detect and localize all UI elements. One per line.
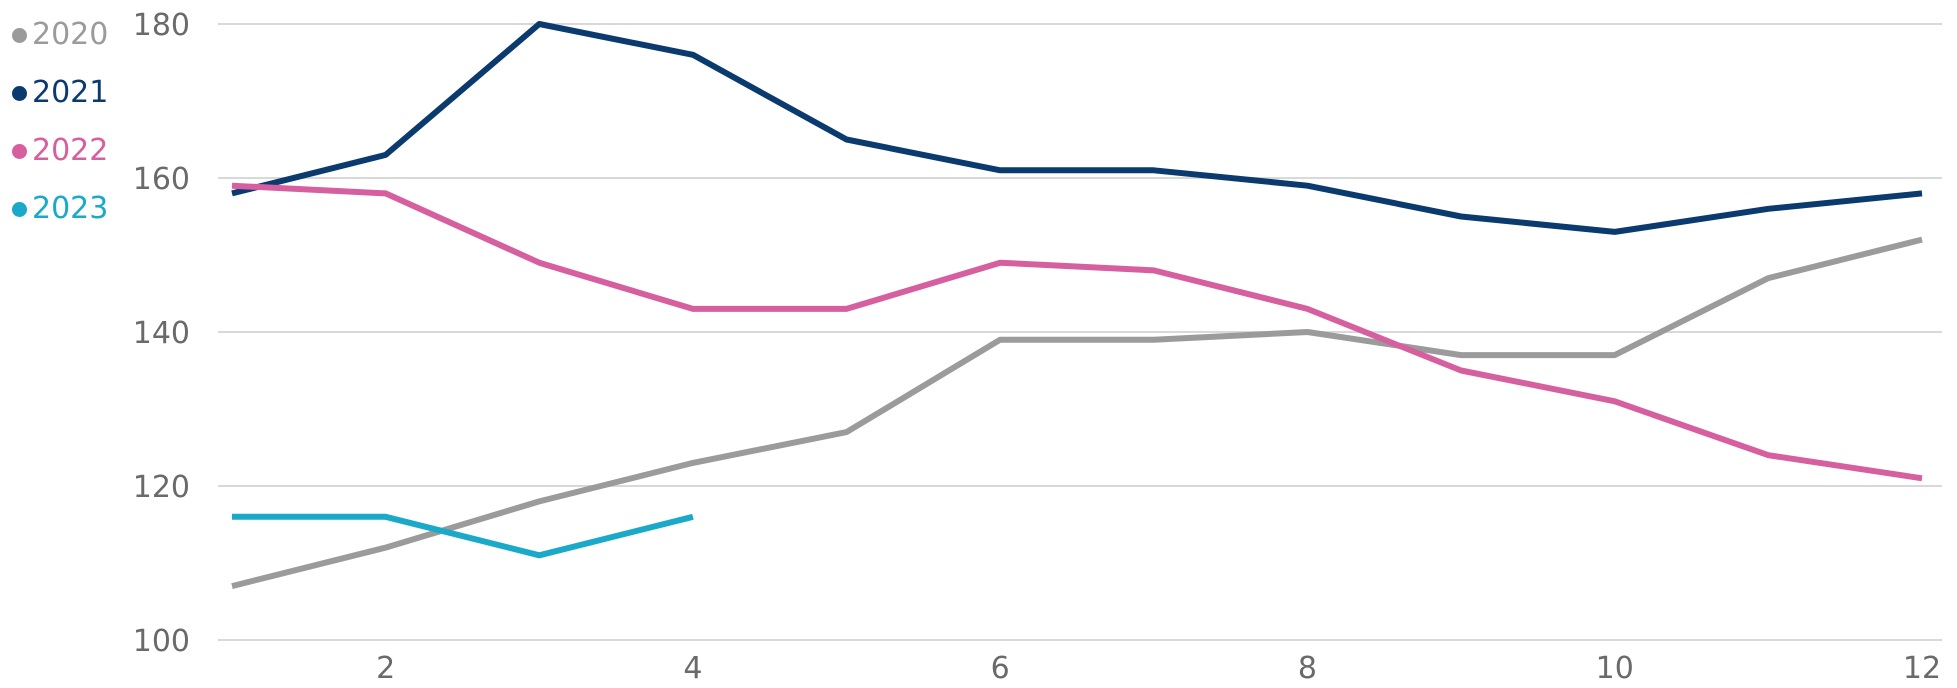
x-tick-label: 2 [376, 651, 395, 686]
legend-item-2021: 2021 [12, 64, 108, 122]
gridlines [218, 23, 1942, 641]
legend-label: 2022 [32, 133, 109, 168]
y-tick-label: 120 [133, 470, 190, 505]
y-axis: 100 120 140 160 180 [133, 8, 190, 659]
x-tick-label: 8 [1298, 651, 1317, 686]
legend-label: 2021 [32, 75, 109, 110]
y-tick-label: 100 [133, 624, 190, 659]
series-line-2023 [232, 513, 694, 559]
legend-marker [12, 85, 27, 101]
y-tick-label: 160 [133, 162, 190, 197]
x-axis: 2 4 6 8 10 12 [376, 651, 1941, 686]
y-tick-label: 140 [133, 316, 190, 351]
x-tick-label: 10 [1596, 651, 1634, 686]
legend-item-2023: 2023 [12, 180, 108, 238]
legend: 2020 2021 2022 2023 [12, 6, 108, 238]
legend-item-2022: 2022 [12, 122, 108, 180]
x-tick-label: 12 [1903, 651, 1941, 686]
x-tick-label: 4 [683, 651, 702, 686]
legend-label: 2020 [32, 17, 109, 52]
legend-item-2020: 2020 [12, 6, 108, 64]
legend-marker [12, 27, 27, 43]
x-tick-label: 6 [991, 651, 1010, 686]
series-line-2021 [231, 21, 1923, 235]
series-lines [231, 21, 1923, 590]
legend-label: 2023 [32, 191, 109, 226]
legend-marker [12, 201, 27, 217]
series-line-2020 [231, 236, 1923, 590]
legend-marker [12, 143, 27, 159]
series-line-2022 [231, 182, 1923, 482]
y-tick-label: 180 [133, 8, 190, 43]
